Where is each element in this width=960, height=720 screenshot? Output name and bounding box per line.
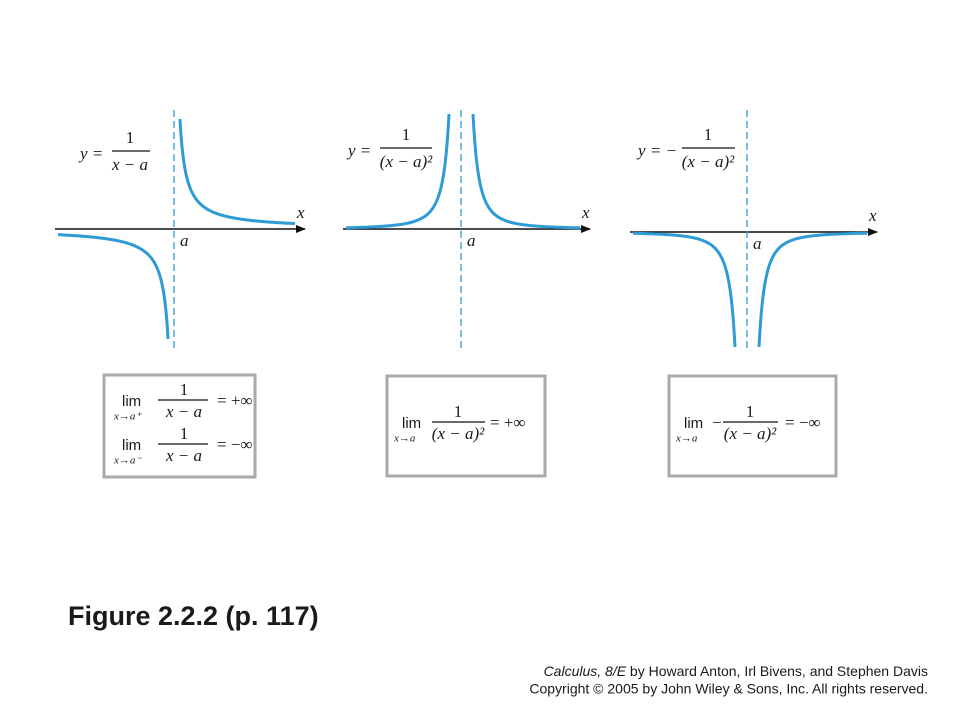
copyright: Copyright © 2005 by John Wiley & Sons, I… (529, 681, 928, 697)
limit-denominator: x − a (165, 446, 202, 465)
limit-numerator: 1 (746, 402, 755, 421)
equation-numerator: 1 (126, 128, 135, 147)
equation-numerator: 1 (402, 125, 411, 144)
limit-box (102, 373, 257, 479)
x-axis-label: x (868, 206, 877, 225)
lim: lim (402, 415, 421, 432)
lim: lim (122, 393, 141, 410)
limit-denominator: (x − a)² (724, 424, 777, 443)
limit-denominator: (x − a)² (432, 424, 485, 443)
lim-subscript: x→a⁺ (113, 411, 142, 423)
a-label: a (753, 234, 762, 253)
curve (178, 118, 295, 225)
x-axis-label: x (581, 203, 590, 222)
lim-subscript: x→a (393, 433, 416, 445)
authors: by Howard Anton, Irl Bivens, and Stephen… (626, 663, 928, 679)
lim-subscript: x→a⁻ (113, 455, 142, 467)
sign: − (712, 413, 722, 432)
lim: lim (122, 437, 141, 454)
lim: lim (684, 415, 703, 432)
curve (471, 113, 580, 230)
a-label: a (467, 231, 476, 250)
x-axis-label: x (296, 203, 305, 222)
limit-box (385, 374, 547, 478)
credits: Calculus, 8/E by Howard Anton, Irl Biven… (544, 663, 928, 679)
a-label: a (180, 231, 189, 250)
caption: Figure 2.2.2 (p. 117) (68, 601, 319, 631)
lim-subscript: x→a (675, 433, 698, 445)
equation-lhs: y = (78, 144, 103, 163)
curve (757, 231, 867, 348)
limit-numerator: 1 (454, 402, 463, 421)
limit-result: = +∞ (490, 413, 526, 432)
curve (633, 231, 737, 348)
equation-numerator: 1 (704, 125, 713, 144)
book-title: Calculus, 8/E (544, 663, 627, 679)
equation-lhs: y = − (636, 141, 677, 160)
limit-result: = −∞ (217, 435, 253, 454)
limit-numerator: 1 (180, 424, 189, 443)
equation-denominator: (x − a)² (682, 152, 735, 171)
limit-numerator: 1 (180, 380, 189, 399)
limit-box (667, 374, 838, 478)
curve (346, 113, 451, 230)
curve (58, 233, 170, 340)
limit-denominator: x − a (165, 402, 202, 421)
equation-denominator: (x − a)² (380, 152, 433, 171)
equation-denominator: x − a (111, 155, 148, 174)
limit-result: = +∞ (217, 391, 253, 410)
equation-lhs: y = (346, 141, 371, 160)
limit-result: = −∞ (785, 413, 821, 432)
